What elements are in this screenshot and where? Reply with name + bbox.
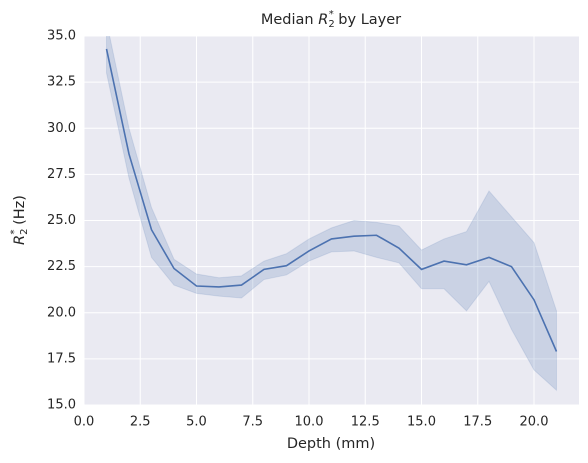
y-label-text: 2 (19, 228, 30, 234)
y-tick-label: 15.0 (47, 398, 76, 413)
chart-title: Median R2* by Layer (261, 9, 401, 30)
y-tick-label: 32.5 (47, 75, 76, 90)
x-tick-label: 15.0 (407, 415, 436, 430)
x-tick-label: 12.5 (351, 415, 380, 430)
y-label-text: * (9, 229, 20, 234)
y-tick-label: 22.5 (47, 259, 76, 274)
title-text: by Layer (334, 12, 401, 28)
y-tick-label: 17.5 (47, 351, 76, 366)
title-text: * (329, 9, 334, 20)
y-label-text: (Hz) (12, 195, 28, 229)
y-axis-label: R2* (Hz) (9, 195, 30, 245)
title-text: Median (261, 12, 318, 28)
y-tick-label: 27.5 (47, 167, 76, 182)
y-label-text: R (12, 235, 28, 245)
y-tick-label: 30.0 (47, 121, 76, 136)
y-tick-label: 35.0 (47, 29, 76, 44)
x-tick-label: 5.0 (186, 415, 207, 430)
confidence-band (106, 36, 557, 392)
x-tick-label: 17.5 (463, 415, 492, 430)
x-tick-label: 20.0 (520, 415, 549, 430)
title-text: 2 (328, 19, 334, 30)
y-tick-label: 20.0 (47, 305, 76, 320)
x-tick-label: 2.5 (130, 415, 151, 430)
x-tick-label: 0.0 (74, 415, 95, 430)
median-line (105, 48, 558, 352)
title-text: R (318, 12, 328, 28)
y-tick-label: 25.0 (47, 213, 76, 228)
x-tick-label: 7.5 (242, 415, 263, 430)
x-axis-label: Depth (mm) (287, 436, 375, 452)
x-tick-label: 10.0 (295, 415, 324, 430)
